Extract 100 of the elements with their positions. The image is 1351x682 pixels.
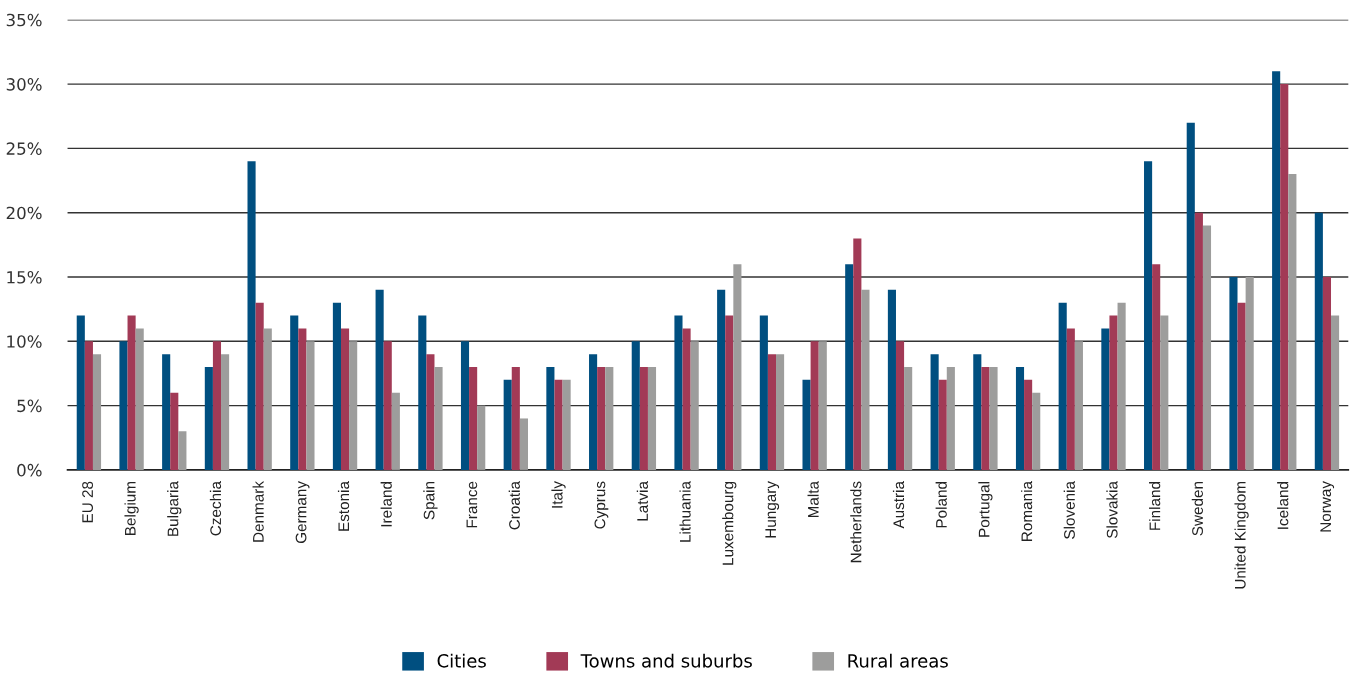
x-tick-label: Luxembourg (722, 481, 737, 565)
bar (170, 392, 179, 470)
bar (511, 367, 520, 470)
y-tick-label: 20% (6, 206, 42, 220)
bar (1058, 302, 1067, 470)
bar (1024, 379, 1033, 470)
x-tick-label: Romania (1020, 481, 1033, 541)
y-tick-label: 0% (17, 463, 42, 477)
bar (178, 431, 187, 470)
bar (298, 328, 307, 470)
y-tick-label: 35% (6, 13, 42, 27)
bar (340, 328, 350, 470)
bar (690, 341, 699, 470)
bar (426, 354, 435, 470)
bar (332, 302, 341, 470)
x-tick-label: Cyprus (594, 481, 609, 529)
bar (306, 341, 315, 470)
x-tick-label: France (466, 481, 478, 528)
bar (554, 379, 563, 470)
bar (631, 341, 640, 470)
bar (1280, 84, 1289, 470)
bar (1229, 276, 1238, 470)
bar (383, 341, 392, 470)
bar (717, 289, 726, 470)
bar (589, 354, 598, 470)
legend-label: Cities (437, 653, 486, 668)
bar (1032, 392, 1041, 470)
bar (1186, 122, 1195, 470)
bar (460, 341, 470, 470)
bar (1288, 174, 1297, 470)
legend-label: Towns and suburbs (580, 653, 752, 668)
bar (981, 367, 990, 470)
x-tick-label: Belgium (124, 482, 139, 535)
x-tick-label: Austria (892, 481, 905, 529)
bar (375, 289, 384, 470)
x-tick-label: Malta (807, 481, 819, 518)
x-tick-label: Latvia (636, 481, 648, 521)
bar (391, 392, 400, 470)
bar (418, 315, 427, 470)
bar (204, 367, 213, 470)
bar (247, 161, 256, 470)
x-tick-label: Netherlands (850, 481, 862, 563)
bar (1109, 315, 1118, 470)
x-tick-label: Bulgaria (167, 481, 182, 536)
y-tick-label: 30% (6, 78, 42, 91)
bar (1202, 225, 1212, 470)
bar (212, 341, 222, 470)
bar (647, 367, 657, 470)
x-tick-label: EU 28 (82, 481, 93, 523)
bar (1101, 328, 1110, 470)
bar (84, 341, 93, 470)
bar (853, 238, 862, 470)
y-tick-label: 5% (17, 399, 42, 413)
bar (887, 289, 896, 470)
x-tick-label: Germany (295, 481, 310, 544)
bar (767, 354, 777, 470)
x-tick-label: United Kingdom (1234, 482, 1249, 589)
bar (605, 367, 614, 470)
bar (1272, 71, 1281, 470)
x-tick-label: Norway (1320, 481, 1335, 532)
bar (135, 328, 144, 470)
x-tick-label: Spain (423, 482, 438, 520)
bar (546, 367, 555, 470)
bar (938, 379, 947, 470)
bar (725, 315, 734, 470)
x-tick-label: Czechia (209, 481, 222, 536)
bar (930, 354, 939, 470)
bar (162, 354, 171, 470)
bar (1066, 328, 1075, 470)
bar (519, 418, 528, 470)
bar (904, 367, 913, 470)
bar (92, 354, 102, 470)
bar (1152, 264, 1161, 470)
bar (989, 367, 998, 470)
x-tick-label: Croatia (508, 481, 520, 530)
bar (759, 315, 768, 470)
bar (469, 367, 478, 470)
x-tick-label: Lithuania (679, 481, 691, 542)
bar (674, 315, 683, 470)
bar (1160, 315, 1169, 470)
bar (946, 367, 955, 470)
bar (1322, 276, 1332, 470)
bar (802, 379, 811, 470)
bar (810, 341, 819, 470)
x-tick-label: Hungary (765, 481, 780, 538)
bar (263, 328, 272, 470)
bar (818, 341, 827, 470)
bar (1245, 276, 1254, 470)
bar (1331, 315, 1340, 470)
bar (76, 315, 85, 470)
x-tick-label: Italy (551, 481, 566, 508)
y-tick-label: 25% (6, 142, 42, 155)
x-tick-label: Sweden (1191, 482, 1203, 536)
bar (1015, 367, 1025, 470)
bar (255, 302, 264, 470)
bar (290, 315, 299, 470)
x-tick-label: Denmark (252, 480, 264, 542)
y-tick-label: 10% (7, 335, 42, 348)
bar (895, 341, 905, 470)
bar (1194, 212, 1203, 470)
